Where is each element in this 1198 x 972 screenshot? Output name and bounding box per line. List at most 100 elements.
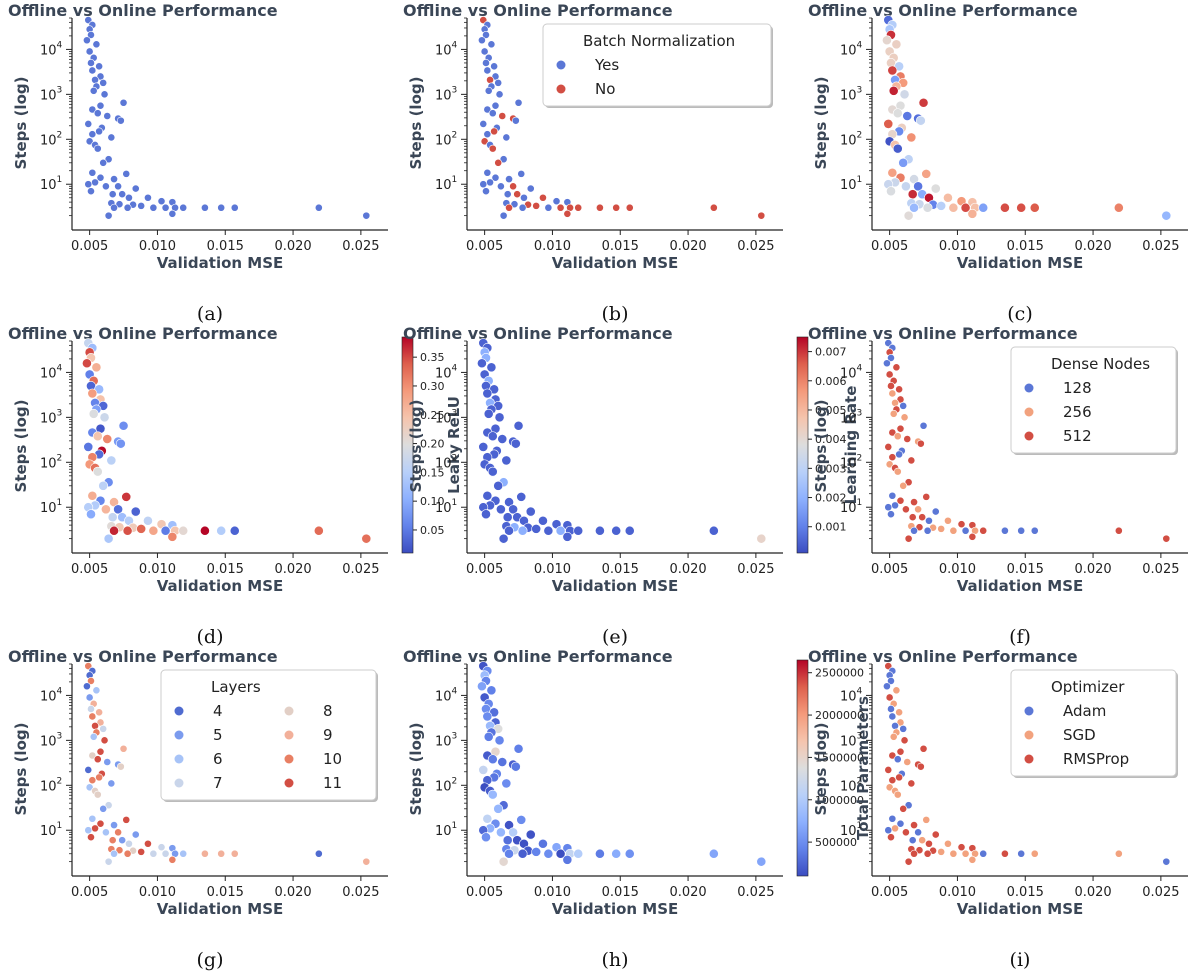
data-point (883, 682, 891, 691)
y-tick-exponent: 2 (57, 453, 63, 463)
data-point (115, 200, 124, 209)
data-point (217, 849, 226, 858)
x-tick-label: 0.015 (207, 562, 244, 577)
data-point (624, 525, 635, 536)
data-point (526, 184, 535, 193)
data-point (904, 478, 913, 487)
legend-title: Optimizer (1051, 678, 1125, 696)
data-point (157, 197, 166, 206)
data-point (125, 839, 133, 848)
data-point (931, 507, 940, 516)
y-tick-exponent: 2 (857, 130, 863, 140)
y-tick-label: 103 (840, 85, 862, 103)
data-point (478, 765, 489, 775)
data-point (477, 681, 487, 692)
colorbar-tick-label: 0.05 (420, 524, 445, 537)
chart-title: Offline vs Online Performance (8, 1, 278, 20)
data-point (517, 169, 526, 178)
data-point (944, 516, 952, 525)
y-tick-label: 104 (40, 363, 63, 381)
data-point (518, 203, 527, 212)
data-point (482, 388, 493, 399)
data-point (892, 363, 901, 372)
data-point (131, 830, 140, 839)
data-point (1001, 849, 1009, 858)
colorbar-label: Leaky ReLU (445, 396, 463, 494)
data-point (494, 158, 503, 167)
x-tick-label: 0.020 (274, 239, 311, 254)
y-tick-exponent: 4 (57, 686, 63, 696)
data-point (501, 778, 512, 789)
colorbar-tick-label: 0.003 (815, 462, 847, 475)
panel-caption: (c) (1007, 303, 1032, 325)
legend-marker (1024, 706, 1034, 716)
data-point (1016, 202, 1027, 213)
data-point (516, 814, 527, 825)
data-point (883, 119, 894, 129)
y-tick-exponent: 4 (857, 363, 863, 373)
y-tick-exponent: 4 (857, 40, 863, 50)
data-point (88, 751, 97, 760)
data-point (88, 130, 97, 139)
data-point (1017, 526, 1026, 535)
data-point (161, 849, 170, 858)
data-point (949, 526, 958, 535)
data-point (888, 85, 899, 96)
data-point (909, 202, 919, 213)
data-point (562, 854, 573, 865)
data-point (179, 849, 188, 858)
y-axis-label: Steps (log) (812, 723, 830, 816)
data-point (496, 827, 506, 838)
data-point (893, 755, 902, 764)
panel-caption: (d) (197, 626, 224, 648)
data-point (892, 686, 901, 695)
data-point (99, 804, 108, 813)
legend-label: SGD (1063, 726, 1096, 744)
panel-caption: (e) (602, 626, 628, 648)
data-point (110, 203, 118, 212)
data-point (491, 101, 500, 110)
data-point (109, 525, 119, 536)
data-point (891, 39, 902, 50)
data-point (314, 849, 323, 858)
data-point (501, 455, 512, 466)
data-point (937, 847, 946, 856)
data-point (493, 803, 504, 814)
data-point (143, 515, 153, 526)
y-axis-label: Steps (log) (407, 77, 425, 170)
legend-marker (556, 60, 566, 70)
data-point (87, 388, 98, 399)
data-point (895, 708, 904, 717)
y-tick-exponent: 1 (857, 821, 863, 831)
data-point (510, 438, 521, 449)
data-point (91, 362, 102, 373)
legend-label: Yes (594, 56, 619, 74)
data-point (118, 420, 129, 431)
data-point (486, 75, 494, 84)
data-point (119, 744, 128, 753)
y-axis-label: Steps (log) (812, 77, 830, 170)
data-point (949, 849, 958, 858)
y-tick-label: 101 (40, 821, 62, 839)
data-point (978, 202, 989, 213)
data-point (102, 828, 110, 837)
data-point (1114, 849, 1123, 858)
data-point (915, 846, 924, 855)
data-point (201, 849, 209, 858)
colorbar-tick-label: 0.20 (420, 438, 445, 451)
data-point (531, 846, 542, 857)
x-tick-label: 0.020 (274, 885, 311, 900)
data-point (887, 167, 898, 178)
y-axis-label: Steps (log) (12, 723, 30, 816)
data-point (148, 525, 159, 536)
data-point (902, 828, 910, 837)
data-point (889, 409, 898, 418)
data-point (961, 526, 970, 535)
data-point (490, 62, 499, 71)
panel-caption: (a) (197, 303, 223, 325)
colorbar-tick-label: 1000000 (815, 794, 864, 807)
legend-label: Adam (1063, 702, 1106, 720)
y-tick-exponent: 1 (857, 498, 863, 508)
data-point (757, 211, 766, 220)
data-point (83, 442, 94, 452)
